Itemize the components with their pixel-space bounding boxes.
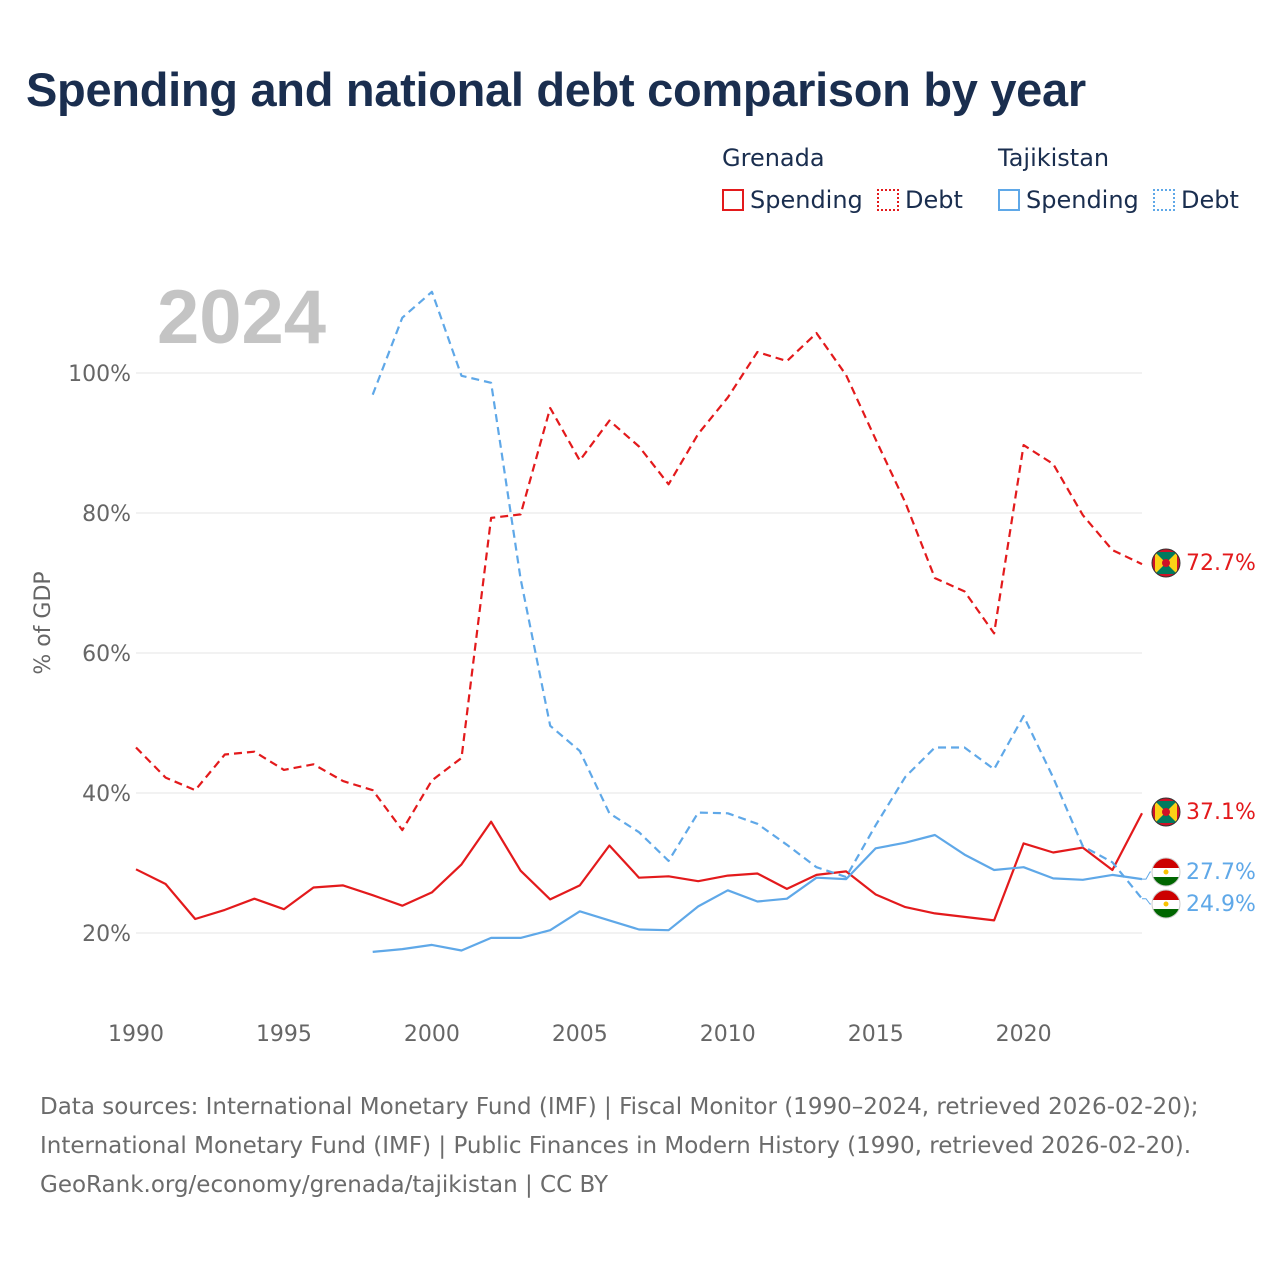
x-tick-label: 2010	[700, 1022, 756, 1047]
end-label-tajikistan-spending: 27.7%	[1186, 860, 1256, 885]
legend-item-grenada-spending[interactable]: Spending	[722, 186, 863, 214]
legend-title-tajikistan: Tajikistan	[998, 144, 1110, 172]
legend-label: Debt	[1181, 186, 1239, 214]
sources-line-3: GeoRank.org/economy/grenada/tajikistan |…	[40, 1172, 609, 1198]
series-line-grenada-debt	[135, 332, 1143, 832]
series-line-tajikistan-spending	[372, 833, 1143, 953]
legend-label: Spending	[1026, 186, 1139, 214]
grenada-flag-icon	[1152, 798, 1180, 826]
y-axis-label: % of GDP	[31, 571, 56, 674]
legend-item-tajikistan-debt[interactable]: Debt	[1153, 186, 1239, 214]
x-tick-label: 2015	[848, 1022, 904, 1047]
sources-line-1: Data sources: International Monetary Fun…	[40, 1094, 1199, 1120]
end-label-tajikistan-debt: 24.9%	[1186, 892, 1256, 917]
x-tick-label: 2020	[996, 1022, 1052, 1047]
series-line-grenada-spending	[135, 812, 1143, 922]
grenada-flag-icon	[1152, 549, 1180, 577]
y-tick-label: 40%	[82, 782, 131, 807]
page-title: Spending and national debt comparison by…	[26, 63, 1086, 116]
y-tick-label: 60%	[82, 642, 131, 667]
legend-swatch-dotted	[877, 189, 899, 211]
end-label-grenada-spending: 37.1%	[1186, 800, 1256, 825]
legend-label: Spending	[750, 186, 863, 214]
tajikistan-flag-icon	[1152, 890, 1180, 918]
legend-swatch-dotted	[1153, 189, 1175, 211]
end-label-grenada-debt: 72.7%	[1186, 551, 1256, 576]
chart-area: 2024 % of GDP 20% 40% 60% 80% 100% 1990 1995 2…	[31, 275, 1256, 1047]
y-tick-label: 20%	[82, 922, 131, 947]
tajikistan-flag-icon	[1152, 858, 1180, 886]
legend-swatch-solid	[998, 189, 1020, 211]
flag-outline	[1151, 889, 1181, 919]
legend-title-grenada: Grenada	[722, 144, 825, 172]
legend-label: Debt	[905, 186, 963, 214]
x-tick-label: 2000	[404, 1022, 460, 1047]
x-tick-label: 2005	[552, 1022, 608, 1047]
flag-outline	[1151, 857, 1181, 887]
end-connector	[1142, 898, 1151, 905]
series-line-tajikistan-debt	[371, 290, 1143, 900]
y-tick-label: 100%	[68, 362, 131, 387]
legend-swatch-solid	[722, 189, 744, 211]
end-connector	[1142, 871, 1151, 880]
sources-line-2: International Monetary Fund (IMF) | Publ…	[40, 1133, 1191, 1159]
x-tick-label: 1990	[108, 1022, 164, 1047]
x-tick-label: 1995	[256, 1022, 312, 1047]
legend-item-grenada-debt[interactable]: Debt	[877, 186, 963, 214]
flag-outline	[1151, 797, 1181, 827]
y-tick-label: 80%	[82, 502, 131, 527]
flag-outline	[1151, 548, 1181, 578]
legend-item-tajikistan-spending[interactable]: Spending	[998, 186, 1139, 214]
data-sources: Data sources: International Monetary Fun…	[40, 1088, 1199, 1205]
year-watermark: 2024	[157, 275, 326, 360]
